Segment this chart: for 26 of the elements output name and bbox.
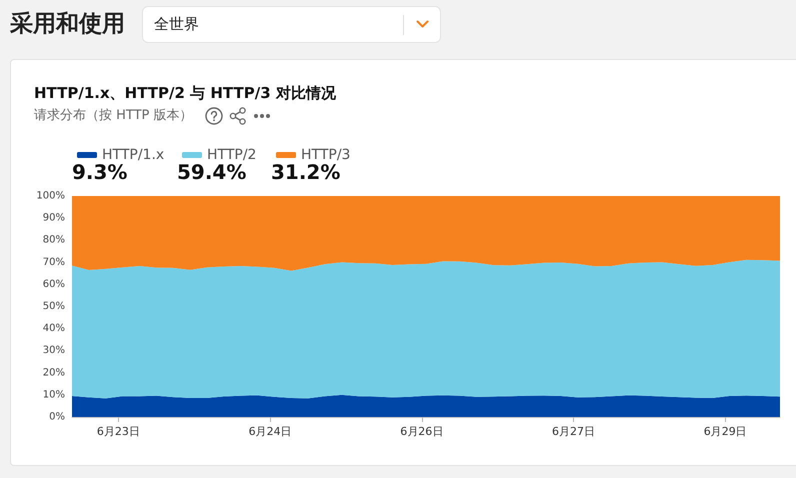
y-tick-label: 30% bbox=[42, 345, 65, 356]
text: 31.2% bbox=[271, 160, 340, 185]
y-tick-label: 20% bbox=[42, 367, 65, 378]
legend-label: HTTP/3 bbox=[301, 147, 350, 163]
text: 9.3% bbox=[72, 160, 128, 185]
y-tick-label: 50% bbox=[42, 301, 65, 312]
y-tick-label: 60% bbox=[42, 278, 65, 290]
legend-label: HTTP/1.x bbox=[102, 147, 164, 163]
chart-subtitle: 请求分布（按 HTTP 版本） bbox=[34, 107, 193, 125]
x-tick-label: 6月26日 bbox=[400, 425, 444, 438]
y-tick-label: 90% bbox=[42, 212, 65, 224]
text: 采用和使用 bbox=[10, 10, 125, 39]
legend-label: HTTP/2 bbox=[207, 147, 256, 163]
chart-title: HTTP/1.x、HTTP/2 与 HTTP/3 对比情况 bbox=[34, 83, 336, 103]
x-tick-label: 6月29日 bbox=[704, 425, 747, 438]
y-tick-label: 10% bbox=[42, 389, 65, 400]
dropdown-field: 全世界 bbox=[142, 6, 441, 43]
y-tick-label: 70% bbox=[42, 256, 65, 268]
x-tick-label: 6月23日 bbox=[96, 425, 140, 438]
x-tick-label: 6月24日 bbox=[248, 425, 292, 438]
text: 59.4% bbox=[177, 160, 246, 185]
x-tick-label: 6月27日 bbox=[552, 425, 595, 438]
y-tick-label: 40% bbox=[42, 323, 65, 334]
y-tick-label: 80% bbox=[42, 234, 65, 246]
y-tick-label: 0% bbox=[49, 412, 65, 422]
y-tick-label: 100% bbox=[36, 190, 65, 202]
